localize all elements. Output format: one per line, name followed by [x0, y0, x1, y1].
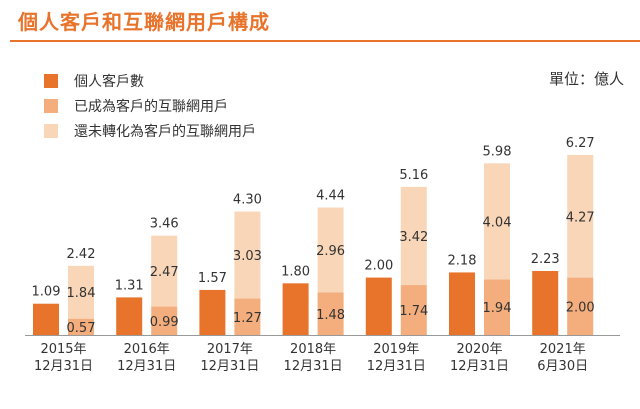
customer-value-label: 2.00 [364, 259, 393, 274]
x-tick-label-year: 2019年 [373, 342, 419, 357]
internet-user-total-label: 4.30 [233, 193, 262, 208]
converted-user-bar [567, 277, 594, 335]
customer-value-label: 2.18 [448, 253, 477, 268]
internet-user-total-label: 5.98 [483, 144, 512, 159]
internet-user-total-label: 3.46 [150, 217, 179, 232]
internet-user-total-label: 4.44 [316, 189, 345, 204]
x-tick-label-date: 6月30日 [537, 359, 588, 374]
x-tick-label-date: 12月31日 [34, 359, 93, 374]
x-tick-label-year: 2015年 [40, 342, 86, 357]
converted-user-value-label: 1.94 [483, 301, 512, 316]
unconverted-user-bar [484, 163, 510, 280]
legend-label-customers: 個人客戶數 [74, 74, 144, 90]
legend-label-unconverted-users: 還未轉化為客戶的互聯網用戶 [74, 124, 256, 140]
title-divider [10, 40, 640, 42]
legend-swatch-customers [44, 74, 58, 88]
unconverted-user-bar [400, 186, 427, 286]
x-tick-label-date: 12月31日 [200, 359, 259, 374]
converted-user-bar [151, 306, 178, 335]
customer-bar [33, 303, 59, 335]
customer-bar [199, 289, 226, 335]
legend-item-unconverted-users: 還未轉化為客戶的互聯網用戶 [44, 120, 256, 142]
converted-user-bar [68, 318, 94, 335]
customer-bar [449, 272, 475, 335]
customer-bar [365, 277, 392, 335]
converted-user-value-label: 2.00 [566, 300, 595, 315]
customer-value-label: 1.31 [115, 278, 144, 293]
unconverted-user-value-label: 4.27 [566, 210, 595, 225]
unconverted-user-value-label: 4.04 [483, 215, 512, 230]
x-tick-label-year: 2020年 [456, 342, 502, 357]
customer-value-label: 1.57 [198, 271, 227, 286]
unconverted-user-value-label: 3.42 [399, 230, 428, 245]
x-tick-label-date: 12月31日 [284, 359, 343, 374]
x-tick-label-year: 2016年 [124, 342, 170, 357]
x-tick-label-date: 12月31日 [450, 359, 509, 374]
internet-user-total-label: 5.16 [399, 168, 428, 183]
x-tick-label-year: 2017年 [207, 342, 253, 357]
legend-item-converted-users: 已成為客戶的互聯網用戶 [44, 95, 256, 117]
x-tick-label-date: 12月31日 [367, 359, 426, 374]
converted-user-value-label: 0.57 [67, 321, 96, 336]
unit-label: 單位：億人 [548, 70, 624, 88]
x-tick-label-year: 2018年 [290, 342, 336, 357]
legend-item-customers: 個人客戶數 [44, 70, 256, 92]
legend-label-converted-users: 已成為客戶的互聯網用戶 [74, 99, 228, 115]
converted-user-value-label: 1.48 [316, 308, 345, 323]
converted-user-bar [234, 298, 261, 335]
customer-bar [532, 270, 559, 335]
customer-value-label: 2.23 [531, 252, 560, 267]
customer-value-label: 1.09 [32, 285, 61, 300]
unconverted-user-value-label: 2.96 [316, 244, 345, 259]
x-tick-label-year: 2021年 [540, 342, 586, 357]
page-title: 個人客戶和互聯網用戶構成 [18, 10, 270, 34]
converted-user-bar [400, 285, 427, 335]
unconverted-user-bar [567, 155, 594, 278]
converted-user-value-label: 1.27 [233, 311, 262, 326]
unconverted-user-bar [151, 235, 178, 307]
legend-swatch-converted-users [44, 99, 58, 113]
converted-user-bar [317, 292, 344, 335]
chart-legend: 個人客戶數 已成為客戶的互聯網用戶 還未轉化為客戶的互聯網用戶 [44, 70, 256, 145]
x-tick-label-date: 12月31日 [117, 359, 176, 374]
unconverted-user-bar [234, 211, 261, 299]
unconverted-user-value-label: 1.84 [67, 286, 96, 301]
unconverted-user-value-label: 3.03 [233, 249, 262, 264]
converted-user-value-label: 1.74 [399, 304, 428, 319]
customer-bar [282, 283, 309, 335]
unconverted-user-bar [317, 207, 344, 293]
unconverted-user-bar [68, 265, 94, 319]
customer-bar [116, 297, 143, 335]
customer-value-label: 1.80 [281, 264, 310, 279]
converted-user-bar [484, 279, 510, 335]
unconverted-user-value-label: 2.47 [150, 265, 179, 280]
internet-user-total-label: 6.27 [566, 136, 595, 151]
converted-user-value-label: 0.99 [150, 315, 179, 330]
legend-swatch-unconverted-users [44, 124, 58, 138]
internet-user-total-label: 2.42 [67, 247, 96, 262]
